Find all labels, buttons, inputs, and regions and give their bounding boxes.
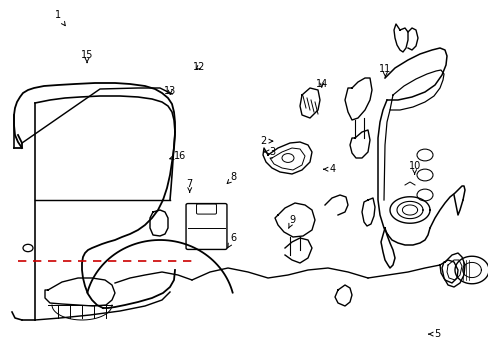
Text: 3: 3 <box>264 147 275 157</box>
Text: 13: 13 <box>163 86 176 96</box>
Text: 5: 5 <box>428 329 440 339</box>
Text: 15: 15 <box>81 50 93 63</box>
Text: 16: 16 <box>169 150 186 161</box>
Text: 14: 14 <box>315 78 327 89</box>
Text: 8: 8 <box>227 172 236 184</box>
Text: 6: 6 <box>227 233 236 248</box>
Text: 4: 4 <box>323 164 335 174</box>
Text: 12: 12 <box>193 62 205 72</box>
Text: 2: 2 <box>260 136 272 146</box>
Text: 7: 7 <box>186 179 192 192</box>
Text: 1: 1 <box>55 10 65 26</box>
Text: 9: 9 <box>288 215 295 228</box>
Text: 11: 11 <box>378 64 391 77</box>
Text: 10: 10 <box>407 161 420 174</box>
